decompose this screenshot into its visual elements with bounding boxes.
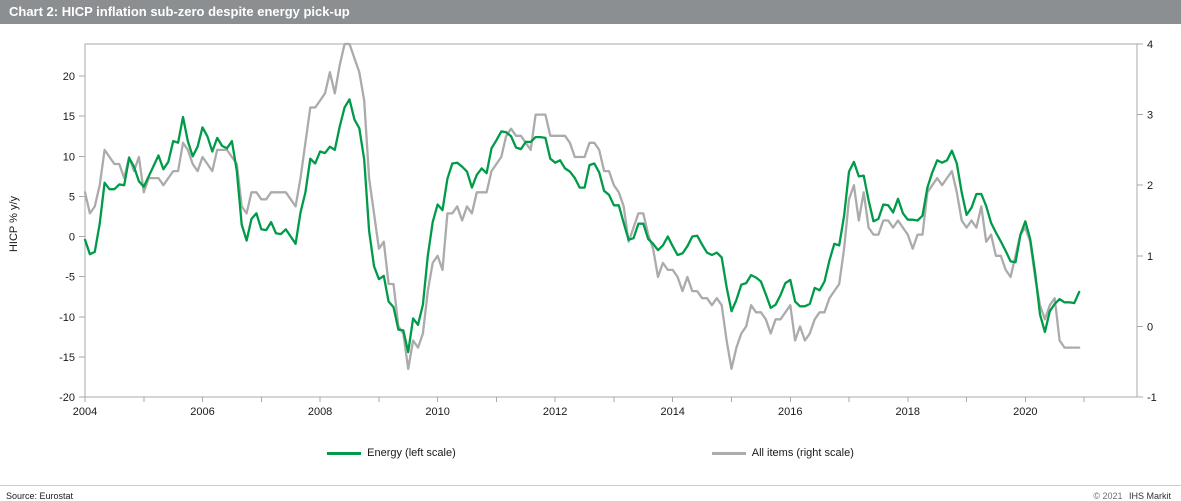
right-axis-tick-label: 1 [1147,251,1153,263]
right-axis-tick-label: 2 [1147,180,1153,192]
copyright-note: © 2021 IHS Markit [1093,491,1171,501]
chart-title: Chart 2: HICP inflation sub-zero despite… [9,4,350,19]
chart-title-bar: Chart 2: HICP inflation sub-zero despite… [0,0,1181,24]
copyright-year: © 2021 [1093,491,1123,501]
left-axis-tick-label: -10 [59,312,75,324]
x-axis-tick-label: 2008 [308,406,332,418]
legend-label-energy: Energy (left scale) [367,447,456,459]
left-axis-tick-label: 10 [63,151,75,163]
chart-area: -20 -15 -10 -5 0 5 10 15 20 -1 0 1 2 3 4 2004 2006 2008 20… [0,24,1181,426]
brand-name: IHS Markit [1128,491,1171,501]
energy-series-line [83,98,1081,354]
legend-label-all-items: All items (right scale) [751,447,854,459]
x-axis-tick-label: 2014 [660,406,684,418]
y-axis-title: HICP % y/y [8,195,20,252]
legend-item-all-items: All items (right scale) [711,447,854,459]
left-axis-tick-label: -20 [59,392,75,404]
energy-line-swatch [327,451,362,455]
right-axis-tick-label: -1 [1147,392,1157,404]
right-axis-tick-label: 3 [1147,110,1153,122]
left-axis-tick-label: 20 [63,71,75,83]
right-axis: -1 0 1 2 3 4 [1137,39,1157,404]
source-note: Source: Eurostat [6,491,74,501]
x-axis-tick-label: 2018 [896,406,920,418]
right-axis-tick-label: 4 [1147,39,1153,51]
x-axis-tick-label: 2016 [778,406,802,418]
x-axis-tick-label: 2020 [1013,406,1037,418]
left-axis-tick-label: 0 [69,232,75,244]
left-axis-tick-label: -15 [59,352,75,364]
x-axis-tick-label: 2004 [73,406,97,418]
footer: Source: Eurostat © 2021 IHS Markit [0,485,1181,501]
all-items-series-line [83,42,1081,370]
all-items-line-swatch [711,451,746,455]
left-axis-tick-label: 15 [63,111,75,123]
plot-border [84,43,1138,398]
x-axis: 2004 2006 2008 2010 2012 2014 2016 2018 2020 [73,397,1085,418]
right-axis-tick-label: 0 [1147,321,1153,333]
left-axis: -20 -15 -10 -5 0 5 10 15 20 [59,71,85,404]
x-axis-tick-label: 2012 [543,406,567,418]
x-axis-tick-label: 2010 [425,406,449,418]
left-axis-tick-label: 5 [69,191,75,203]
legend-item-energy: Energy (left scale) [327,447,456,459]
left-axis-tick-label: -5 [65,272,75,284]
x-axis-tick-label: 2006 [190,406,214,418]
chart-legend: Energy (left scale) All items (right sca… [0,440,1181,466]
